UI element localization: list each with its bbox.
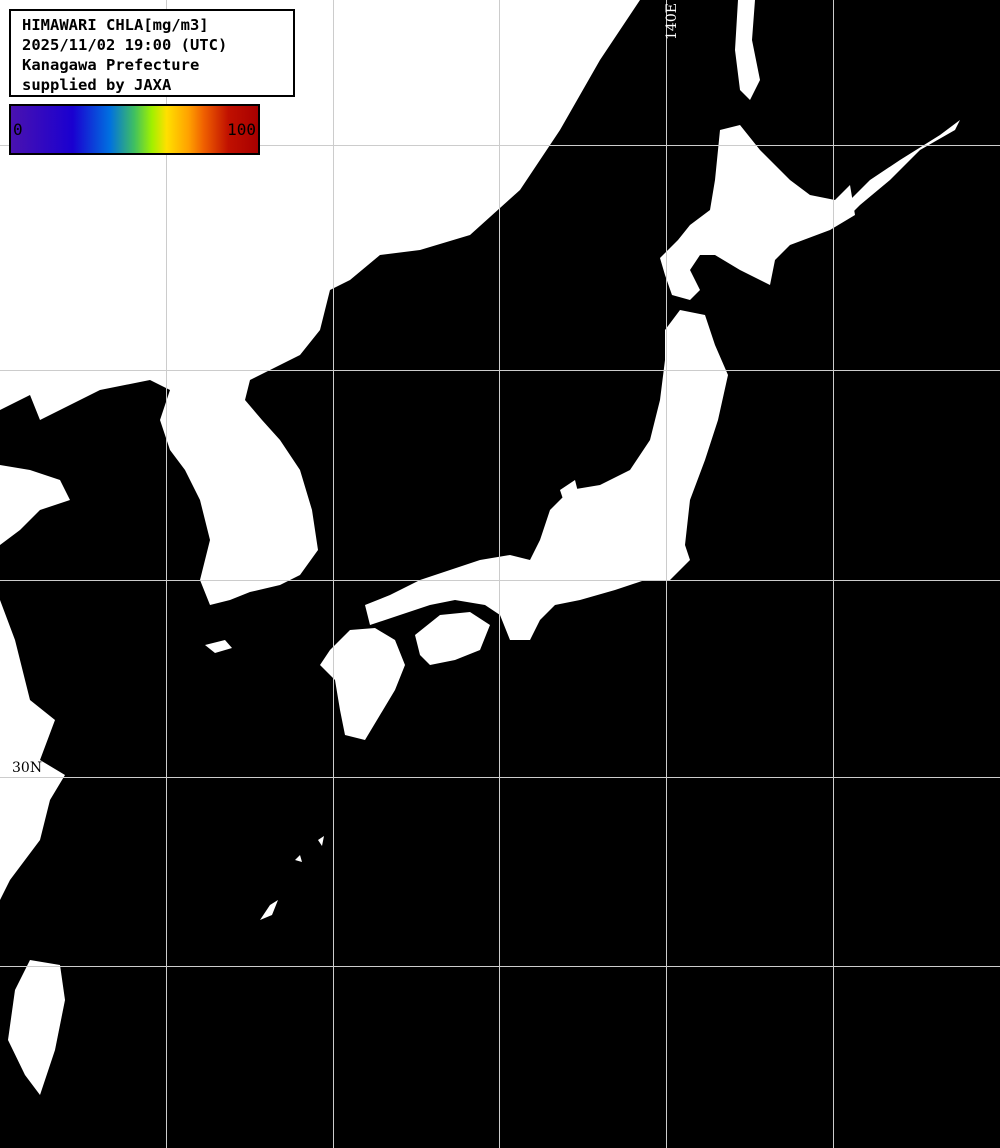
shikoku [415,612,490,665]
colorbar-max-label: 100 [227,120,256,139]
sakhalin [735,0,760,100]
colorbar-min-label: 0 [13,120,23,139]
land-mass [0,0,960,1095]
taiwan [8,960,65,1095]
jeju [205,640,232,653]
china-east-coast [0,600,65,900]
ulleungdo-island [398,125,430,162]
title-box: HIMAWARI CHLA[mg/m3] 2025/11/02 19:00 (U… [9,9,295,97]
shandong-coast [0,465,70,545]
datetime-label: 2025/11/02 19:00 (UTC) [22,36,228,54]
credit-label: supplied by JAXA [22,76,172,94]
longitude-label-140e: 140E [664,3,680,40]
kuril-islands [840,120,960,220]
latitude-label-40n: 40N [12,352,43,368]
region-label: Kanagawa Prefecture [22,56,200,74]
colorbar-legend: 0 100 [9,104,260,155]
ryukyu-islands [260,836,324,920]
product-title: HIMAWARI CHLA[mg/m3] [22,16,209,34]
hokkaido [660,125,855,300]
latitude-label-30n: 30N [12,760,43,776]
kyushu [320,628,405,740]
honshu [365,310,728,640]
noto-peninsula [560,480,580,505]
